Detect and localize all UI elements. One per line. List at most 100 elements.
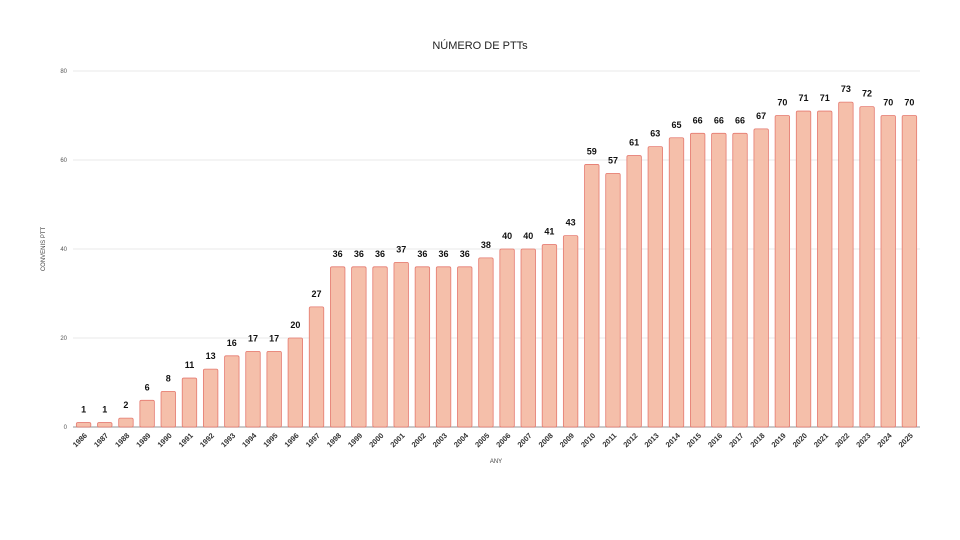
bar-2010 bbox=[584, 164, 600, 428]
x-tick-label: 2018 bbox=[748, 431, 766, 449]
bar-1992 bbox=[202, 368, 219, 428]
bar-1999 bbox=[351, 266, 367, 428]
data-label: 2 bbox=[123, 400, 128, 410]
bar-2020 bbox=[795, 110, 812, 428]
bar-1991 bbox=[181, 377, 198, 428]
x-tick-label: 1990 bbox=[156, 431, 174, 449]
x-tick-label: 1989 bbox=[134, 431, 152, 449]
x-tick-label: 1999 bbox=[346, 431, 364, 449]
y-tick-label: 80 bbox=[60, 69, 67, 75]
bar-2007 bbox=[520, 248, 536, 428]
x-tick-label: 2006 bbox=[494, 431, 512, 449]
bar-2000 bbox=[372, 266, 388, 428]
x-tick-label: 1996 bbox=[283, 431, 301, 449]
data-label: 71 bbox=[820, 93, 830, 103]
bar-1997 bbox=[308, 306, 325, 428]
data-label: 57 bbox=[608, 155, 618, 165]
data-label: 43 bbox=[566, 218, 576, 228]
data-label: 66 bbox=[735, 115, 745, 125]
data-label: 36 bbox=[375, 249, 385, 259]
x-tick-label: 2008 bbox=[537, 431, 555, 449]
bar-1995 bbox=[266, 350, 282, 428]
bar-2025 bbox=[901, 115, 918, 428]
data-label: 70 bbox=[883, 98, 893, 108]
x-tick-label: 1997 bbox=[304, 431, 322, 449]
x-tick-label: 1994 bbox=[240, 430, 259, 449]
data-label: 11 bbox=[185, 360, 195, 370]
data-label: 36 bbox=[333, 249, 343, 259]
bar-2014 bbox=[668, 137, 685, 428]
x-tick-label: 2024 bbox=[875, 430, 894, 449]
data-label: 36 bbox=[417, 249, 427, 259]
x-tick-label: 1992 bbox=[198, 431, 216, 449]
bar-1987 bbox=[97, 422, 113, 428]
data-label: 66 bbox=[714, 115, 724, 125]
data-label: 73 bbox=[841, 84, 851, 94]
bar-2018 bbox=[753, 128, 769, 428]
chart-title: NÚMERO DE PTTs bbox=[432, 39, 528, 52]
x-tick-label: 2020 bbox=[791, 431, 809, 449]
x-tick-label: 2014 bbox=[664, 430, 683, 449]
x-tick-label: 2010 bbox=[579, 431, 597, 449]
x-tick-label: 2009 bbox=[558, 431, 576, 449]
x-axis-ticks: 1986 1987 1988 1989 1990 1991 1992 1993 1994 1995… bbox=[71, 430, 915, 449]
bar-1989 bbox=[139, 399, 155, 428]
data-label: 1 bbox=[81, 405, 86, 415]
x-tick-label: 2019 bbox=[770, 431, 788, 449]
bar-2012 bbox=[626, 155, 642, 428]
x-tick-label: 2005 bbox=[473, 431, 491, 449]
bar-2021 bbox=[817, 110, 833, 428]
x-tick-label: 1986 bbox=[71, 431, 89, 449]
data-label: 72 bbox=[862, 89, 872, 99]
bar-2002 bbox=[414, 266, 431, 428]
data-label: 36 bbox=[460, 249, 470, 259]
y-axis-ticks: 0 20 40 60 80 bbox=[60, 69, 67, 431]
bar-2008 bbox=[541, 244, 558, 428]
y-tick-label: 20 bbox=[60, 336, 67, 342]
x-tick-label: 2001 bbox=[388, 431, 406, 449]
bar-2001 bbox=[393, 261, 409, 428]
x-tick-label: 1987 bbox=[92, 431, 110, 449]
x-tick-label: 2012 bbox=[621, 431, 639, 449]
bar-2019 bbox=[774, 115, 791, 428]
data-label: 36 bbox=[439, 249, 449, 259]
data-label: 37 bbox=[396, 244, 406, 254]
x-axis-label: ANY bbox=[490, 459, 502, 465]
bar-2023 bbox=[859, 106, 875, 428]
bar-1996 bbox=[287, 337, 303, 428]
x-tick-label: 1988 bbox=[113, 431, 131, 449]
bar-2011 bbox=[605, 172, 621, 428]
data-label: 38 bbox=[481, 240, 491, 250]
x-tick-label: 1993 bbox=[219, 431, 237, 449]
data-label: 20 bbox=[290, 320, 300, 330]
bar-2005 bbox=[478, 257, 494, 428]
data-label: 67 bbox=[756, 111, 766, 121]
x-tick-label: 2025 bbox=[897, 431, 915, 449]
x-tick-label: 2023 bbox=[854, 431, 872, 449]
x-tick-label: 1995 bbox=[261, 431, 279, 449]
bars bbox=[75, 101, 918, 428]
y-tick-label: 0 bbox=[64, 425, 68, 431]
data-label: 1 bbox=[102, 405, 107, 415]
bar-2015 bbox=[690, 132, 706, 428]
x-tick-label: 2017 bbox=[727, 431, 745, 449]
x-tick-label: 2013 bbox=[643, 431, 661, 449]
bar-2004 bbox=[457, 266, 473, 428]
bar-1986 bbox=[75, 422, 92, 428]
x-tick-label: 2022 bbox=[833, 431, 851, 449]
bar-1990 bbox=[160, 390, 176, 428]
y-axis-label: CONVENIS PTT bbox=[41, 226, 47, 271]
bar-1998 bbox=[330, 266, 346, 428]
data-label: 36 bbox=[354, 249, 364, 259]
y-tick-label: 60 bbox=[60, 158, 67, 164]
x-tick-label: 2015 bbox=[685, 431, 703, 449]
bar-2016 bbox=[711, 132, 727, 428]
data-label: 17 bbox=[269, 333, 279, 343]
data-label: 66 bbox=[693, 115, 703, 125]
x-tick-label: 2000 bbox=[367, 431, 385, 449]
x-tick-label: 1991 bbox=[177, 431, 195, 449]
data-label: 41 bbox=[544, 227, 554, 237]
x-tick-label: 2011 bbox=[601, 431, 619, 449]
